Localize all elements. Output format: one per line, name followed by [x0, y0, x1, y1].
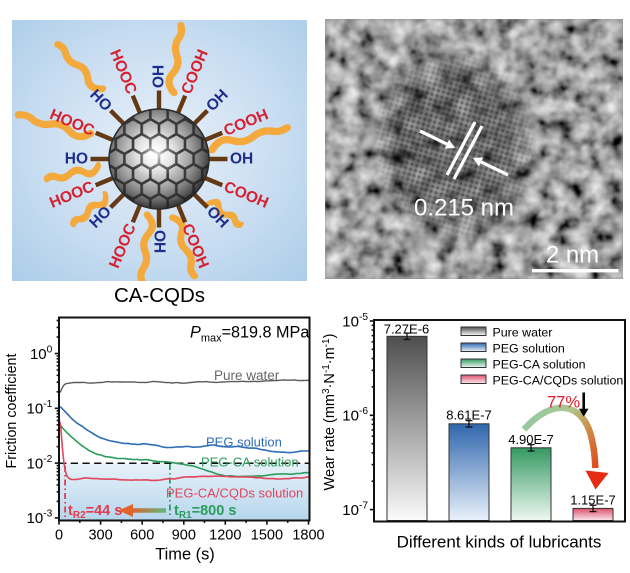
svg-text:100: 100: [30, 344, 53, 363]
svg-text:8.61E-7: 8.61E-7: [446, 408, 492, 423]
svg-text:10-6: 10-6: [342, 406, 368, 425]
svg-text:OH: OH: [151, 230, 168, 253]
svg-text:1200: 1200: [209, 528, 241, 544]
svg-text:0: 0: [55, 528, 63, 544]
svg-text:600: 600: [130, 528, 154, 544]
svg-text:Friction coefficient: Friction coefficient: [4, 354, 20, 469]
svg-text:0.215 nm: 0.215 nm: [414, 195, 514, 222]
svg-text:300: 300: [88, 528, 112, 544]
svg-text:10-1: 10-1: [27, 399, 53, 418]
svg-text:PEG-CA solution: PEG-CA solution: [201, 455, 299, 470]
svg-text:OH: OH: [230, 151, 253, 168]
svg-text:PEG solution: PEG solution: [206, 435, 282, 450]
svg-text:OH: OH: [151, 65, 168, 88]
svg-text:7.27E-6: 7.27E-6: [384, 322, 430, 337]
svg-text:Pure water: Pure water: [493, 326, 553, 340]
svg-text:77%: 77%: [547, 394, 580, 412]
svg-text:900: 900: [172, 528, 196, 544]
svg-text:10-5: 10-5: [342, 312, 368, 331]
svg-text:10-2: 10-2: [27, 454, 53, 473]
svg-text:Pmax=819.8 MPa: Pmax=819.8 MPa: [190, 324, 309, 345]
svg-text:1.15E-7: 1.15E-7: [570, 492, 616, 507]
svg-text:1800: 1800: [292, 528, 324, 544]
svg-text:PEG-CA/CQDs solution: PEG-CA/CQDs solution: [493, 374, 624, 388]
svg-text:HO: HO: [65, 151, 88, 168]
svg-text:4.90E-7: 4.90E-7: [508, 432, 554, 447]
svg-text:2 nm: 2 nm: [546, 242, 599, 269]
svg-text:PEG-CA solution: PEG-CA solution: [493, 358, 586, 372]
svg-text:10-3: 10-3: [27, 509, 53, 528]
svg-text:Pure water: Pure water: [214, 368, 280, 383]
svg-text:10-7: 10-7: [342, 500, 368, 519]
svg-text:Time (s): Time (s): [155, 546, 214, 564]
svg-text:Different kinds of lubricants: Different kinds of lubricants: [397, 533, 602, 552]
svg-text:PEG solution: PEG solution: [493, 342, 565, 356]
svg-text:1500: 1500: [251, 528, 283, 544]
svg-text:PEG-CA/CQDs solution: PEG-CA/CQDs solution: [166, 486, 303, 501]
svg-text:Wear rate (mm3·N-1·m-1): Wear rate (mm3·N-1·m-1): [321, 334, 338, 491]
